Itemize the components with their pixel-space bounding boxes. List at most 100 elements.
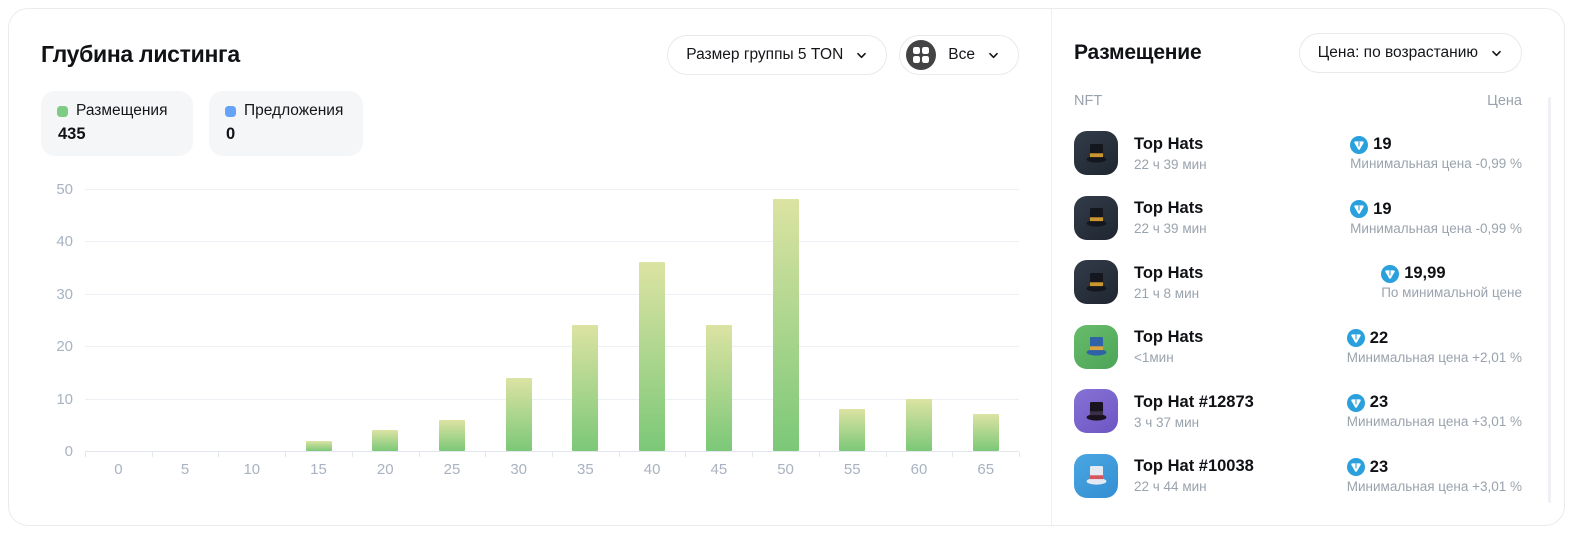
x-tick-label: 65: [977, 461, 995, 478]
price-note: Минимальная цена +3,01 %: [1346, 478, 1522, 494]
group-size-dropdown[interactable]: Размер группы 5 TON: [667, 35, 888, 75]
chart-bar-15[interactable]: [305, 440, 332, 451]
chart-bar-40[interactable]: [639, 262, 666, 451]
gridline: [85, 346, 1019, 348]
listings-title: Размещение: [1074, 41, 1202, 64]
x-tick-mark: [618, 452, 620, 457]
sort-dropdown[interactable]: Цена: по возрастанию: [1298, 33, 1522, 73]
x-tick-mark: [1019, 452, 1020, 457]
y-tick-label: 10: [56, 390, 73, 408]
price-note: Минимальная цена -0,99 %: [1350, 156, 1522, 172]
price-note: Минимальная цена +2,01 %: [1346, 349, 1522, 365]
y-tick-label: 20: [56, 338, 73, 356]
nft-listed-time: 3 ч 37 мин: [1134, 414, 1200, 430]
x-tick-mark: [885, 452, 887, 457]
price-block: 19,99 По минимальной цене: [1381, 264, 1522, 300]
chart-bar-50[interactable]: [772, 199, 799, 451]
listings-rows: Top Hats 22 ч 39 мин 19 Минимальная цена…: [1074, 121, 1522, 508]
x-tick-mark: [351, 452, 353, 457]
legend-placements: Размещения 435: [41, 91, 193, 156]
x-tick-label: 60: [910, 461, 928, 478]
nft-listing-row[interactable]: Top Hat #12873 3 ч 37 мин 23 Минимальная…: [1074, 379, 1522, 444]
grid-icon: [906, 40, 937, 70]
nft-listed-time: 22 ч 39 мин: [1134, 156, 1207, 172]
top-hat-icon: [1086, 272, 1106, 292]
listings-header: Размещение Цена: по возрастанию: [1074, 33, 1522, 73]
x-tick-label: 55: [843, 461, 861, 478]
gridline: [85, 293, 1019, 295]
chart-bar-65[interactable]: [972, 414, 999, 451]
collection-filter-dropdown[interactable]: Все: [899, 35, 1019, 75]
x-tick-label: 40: [643, 461, 661, 478]
gridline: [85, 451, 1019, 452]
ton-icon: [1346, 393, 1365, 412]
y-tick-label: 30: [56, 285, 73, 303]
nft-name: Top Hats: [1134, 134, 1204, 153]
price-block: 23 Минимальная цена +3,01 %: [1346, 458, 1522, 494]
nft-name: Top Hat #10038: [1134, 457, 1254, 476]
x-tick-label: 20: [376, 461, 394, 478]
ton-icon: [1346, 458, 1365, 477]
price-note: Минимальная цена -0,99 %: [1350, 220, 1522, 236]
nft-price: 22: [1369, 328, 1389, 347]
top-hat-icon: [1086, 208, 1106, 227]
gridline: [85, 189, 1019, 190]
chart-panel-header: Глубина листинга Размер группы 5 TON Все: [41, 35, 1019, 75]
green-dot-icon: [57, 105, 68, 117]
nft-thumbnail: [1074, 195, 1118, 240]
x-tick-mark: [552, 452, 553, 457]
chart-bar-20[interactable]: [372, 430, 399, 451]
listing-depth-bar-chart: 0 10 20 30 40 50 0 5 10 15 20 25 30 35 40 45 50 55 60 65: [41, 181, 1020, 482]
nft-name: Top Hats: [1134, 199, 1204, 218]
legend-placements-label: Размещения: [76, 102, 168, 119]
nft-listing-row[interactable]: Top Hats 21 ч 8 мин 19,99 По минимальной…: [1074, 250, 1522, 315]
top-hat-icon: [1086, 401, 1106, 421]
x-tick-label: 15: [310, 461, 327, 478]
price-block: 22 Минимальная цена +2,01 %: [1346, 328, 1522, 365]
nft-price: 19,99: [1404, 264, 1446, 283]
legend-offers-label: Предложения: [244, 102, 344, 119]
nft-thumbnail: [1074, 324, 1118, 369]
chart-controls: Размер группы 5 TON Все: [667, 35, 1019, 75]
chart-bar-55[interactable]: [839, 409, 866, 451]
listings-panel: Размещение Цена: по возрастанию NFT Цена…: [1051, 9, 1564, 525]
price-block: 19 Минимальная цена -0,99 %: [1350, 200, 1522, 236]
chart-bar-45[interactable]: [705, 325, 732, 451]
nft-listing-row[interactable]: Top Hats 22 ч 39 мин 19 Минимальная цена…: [1074, 121, 1522, 186]
blue-dot-icon: [225, 105, 236, 117]
legend-placements-value: 435: [58, 125, 86, 143]
top-hat-icon: [1086, 337, 1106, 356]
nft-thumbnail: [1074, 389, 1118, 434]
nft-thumbnail: [1074, 260, 1118, 305]
y-tick-label: 40: [56, 233, 73, 251]
y-axis-labels: 0 10 20 30 40 50: [41, 181, 85, 460]
x-tick-label: 45: [710, 461, 728, 478]
column-header-nft: NFT: [1074, 93, 1103, 109]
x-tick-mark: [818, 452, 820, 457]
x-tick-label: 30: [510, 461, 528, 478]
chart-bar-30[interactable]: [505, 377, 532, 451]
chart-bar-25[interactable]: [438, 419, 465, 451]
chart-bar-60[interactable]: [905, 398, 932, 451]
x-tick-label: 10: [243, 461, 261, 478]
legend-offers-value: 0: [226, 125, 236, 143]
chart-legend: Размещения 435 Предложения 0: [41, 91, 1019, 156]
nft-listing-row[interactable]: Top Hats 22 ч 39 мин 19 Минимальная цена…: [1074, 186, 1522, 251]
nft-listing-row[interactable]: Top Hats <1мин 22 Минимальная цена +2,01…: [1074, 315, 1522, 380]
chevron-down-icon: [857, 52, 867, 59]
scrollbar[interactable]: [1548, 97, 1551, 503]
column-header-price: Цена: [1487, 93, 1522, 109]
nft-listed-time: <1мин: [1134, 350, 1174, 366]
nft-listing-row[interactable]: Top Hat #10038 22 ч 44 мин 23 Минимальна…: [1074, 444, 1522, 509]
nft-listed-time: 21 ч 8 мин: [1134, 285, 1200, 301]
nft-thumbnail: [1074, 131, 1118, 176]
nft-price: 23: [1369, 393, 1389, 412]
nft-listed-time: 22 ч 39 мин: [1134, 221, 1207, 237]
chevron-down-icon: [989, 52, 998, 59]
x-tick-label: 0: [114, 461, 123, 478]
x-tick-label: 25: [443, 461, 461, 478]
ton-icon: [1350, 200, 1369, 219]
chart-bar-35[interactable]: [572, 325, 599, 451]
x-axis-labels: 0 5 10 15 20 25 30 35 40 45 50 55 60 65: [85, 452, 1019, 482]
